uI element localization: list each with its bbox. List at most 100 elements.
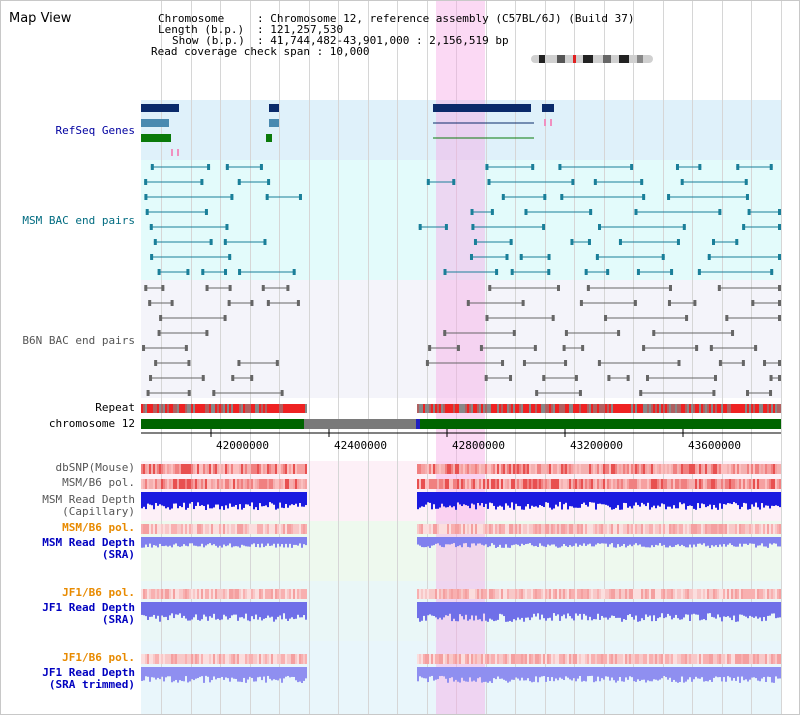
pol-strip: [179, 654, 181, 664]
b6n-bac-pair: [712, 390, 716, 396]
read-depth-bar: [259, 492, 261, 504]
repeat-segment: [471, 404, 473, 413]
read-depth-bar: [557, 667, 559, 681]
track-label-msm-read-depth-sra[interactable]: MSM Read Depth (SRA): [42, 536, 135, 561]
pol-strip: [659, 589, 661, 599]
track-label-jf1-b6-pol-2[interactable]: JF1/B6 pol.: [62, 651, 135, 664]
dbsnp-strip: [667, 464, 669, 474]
track-label-msm-read-depth-capillary[interactable]: MSM Read Depth (Capillary): [42, 493, 135, 518]
pol-strip: [481, 479, 483, 489]
dbsnp-strip: [597, 464, 599, 474]
repeat-segment: [229, 404, 231, 413]
dbsnp-strip: [183, 464, 185, 474]
pol-strip: [777, 589, 779, 599]
track-label-jf1-read-depth-trimmed[interactable]: JF1 Read Depth (SRA trimmed): [42, 666, 135, 691]
track-label-jf1-b6-pol-1[interactable]: JF1/B6 pol.: [62, 586, 135, 599]
read-depth-bar: [741, 492, 743, 507]
b6n-bac-pair: [428, 345, 432, 351]
read-depth-bar: [505, 492, 507, 504]
pol-strip: [287, 524, 289, 534]
chromosome-ideogram[interactable]: [531, 55, 653, 63]
pol-strip: [723, 524, 725, 534]
read-depth-bar: [565, 602, 567, 619]
read-depth-bar: [617, 492, 619, 506]
repeat-segment: [177, 404, 179, 413]
dbsnp-strip: [607, 464, 609, 474]
msm-bac-pair: [200, 179, 204, 185]
read-depth-bar: [207, 492, 209, 505]
track-label-msm-bac[interactable]: MSM BAC end pairs: [22, 214, 135, 227]
read-depth-bar: [599, 492, 601, 504]
dbsnp-strip: [545, 464, 547, 474]
track-label-dbsnp[interactable]: dbSNP(Mouse): [55, 461, 135, 474]
repeat-segment: [151, 404, 153, 413]
pol-strip: [295, 589, 297, 599]
b6n-bac-pair: [667, 300, 671, 306]
pol-strip: [435, 589, 437, 599]
read-depth-bar: [591, 602, 593, 621]
pol-strip: [547, 654, 549, 664]
pol-strip: [219, 654, 221, 664]
pol-strip: [263, 654, 265, 664]
read-depth-bar: [711, 492, 713, 510]
pol-strip: [235, 654, 237, 664]
track-label-refseq[interactable]: RefSeq Genes: [55, 124, 135, 137]
msm-bac-pair: [589, 209, 593, 215]
pol-strip: [695, 589, 697, 599]
msm-bac-pair: [153, 239, 157, 245]
read-depth-bar: [653, 602, 655, 616]
dbsnp-strip: [257, 464, 259, 474]
read-depth-bar: [693, 492, 695, 509]
track-label-jf1-read-depth-sra[interactable]: JF1 Read Depth (SRA): [42, 601, 135, 626]
read-depth-bar: [255, 602, 257, 615]
pol-strip: [507, 654, 509, 664]
pol-strip: [201, 524, 203, 534]
read-depth-bar: [779, 602, 781, 618]
dbsnp-strip: [475, 464, 477, 474]
pol-strip: [557, 589, 559, 599]
pol-strip: [233, 654, 235, 664]
read-depth-bar: [171, 492, 173, 509]
pol-strip: [437, 589, 439, 599]
track-label-msm-b6-pol-1[interactable]: MSM/B6 pol.: [62, 476, 135, 489]
msm-bac-pair: [509, 239, 513, 245]
dbsnp-strip: [709, 464, 711, 474]
pol-strip: [457, 589, 459, 599]
read-depth-bar: [563, 602, 565, 615]
pol-strip: [603, 654, 605, 664]
read-depth-bar: [457, 667, 459, 682]
read-depth-bar: [737, 492, 739, 506]
pol-strip: [291, 654, 293, 664]
read-depth-bar: [243, 602, 245, 619]
b6n-bac-pair: [157, 330, 161, 336]
track-label-b6n-bac[interactable]: B6N BAC end pairs: [22, 334, 135, 347]
pol-strip: [223, 479, 225, 489]
pol-strip: [501, 524, 503, 534]
read-depth-bar: [201, 602, 203, 620]
pol-strip: [517, 589, 519, 599]
read-depth-bar: [151, 537, 153, 548]
dbsnp-strip: [589, 464, 591, 474]
read-depth-bar: [721, 492, 723, 509]
dbsnp-strip: [427, 464, 429, 474]
track-label-repeat[interactable]: Repeat: [95, 401, 135, 414]
pol-strip: [605, 524, 607, 534]
read-depth-bar: [641, 537, 643, 547]
pol-strip: [213, 654, 215, 664]
read-depth-bar: [259, 537, 261, 548]
pol-strip: [767, 524, 769, 534]
pol-strip: [191, 654, 193, 664]
track-label-chromosome[interactable]: chromosome 12: [48, 417, 135, 430]
msm-bac-pair: [547, 269, 551, 275]
track-label-msm-b6-pol-2[interactable]: MSM/B6 pol.: [62, 521, 135, 534]
read-depth-bar: [751, 602, 753, 617]
read-depth-bar: [627, 602, 629, 616]
repeat-segment: [209, 404, 211, 413]
read-depth-bar: [191, 667, 193, 680]
gene-feature: [141, 119, 169, 127]
repeat-segment: [715, 404, 717, 413]
dbsnp-strip: [681, 464, 683, 474]
read-depth-bar: [187, 537, 189, 547]
